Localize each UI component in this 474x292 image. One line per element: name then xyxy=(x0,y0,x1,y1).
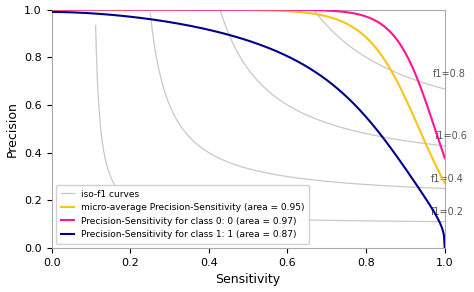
Precision-Sensitivity for class 0: 0 (area = 0.97): (0.595, 0.999): 0 (area = 0.97): (0.595, 0.999) xyxy=(283,8,289,11)
X-axis label: Sensitivity: Sensitivity xyxy=(216,273,281,286)
micro-average Precision-Sensitivity (area = 0.95) xyxy=(442,181,447,185)
Line: Precision-Sensitivity for class 1: 1 (area = 0.87): Precision-Sensitivity for class 1: 1 (ar… xyxy=(52,12,445,248)
Precision-Sensitivity for class 1: 1 (area = 0.87): (0, 0.99): 1 (area = 0.87): (0, 0.99) xyxy=(49,10,55,14)
Text: f1=0.4: f1=0.4 xyxy=(431,174,464,184)
Precision-Sensitivity for class 0: 0 (area = 0.97): (1, 0.378): 0 (area = 0.97): (1, 0.378) xyxy=(442,156,447,160)
micro-average Precision-Sensitivity (area = 0.95) xyxy=(238,8,244,12)
micro-average Precision-Sensitivity (area = 0.95) xyxy=(262,8,267,12)
Text: f1=0.6: f1=0.6 xyxy=(435,131,468,141)
Precision-Sensitivity for class 0: 0 (area = 0.97): (0.541, 1): 0 (area = 0.97): (0.541, 1) xyxy=(262,8,267,11)
Precision-Sensitivity for class 0: 0 (area = 0.97): (0.481, 1): 0 (area = 0.97): (0.481, 1) xyxy=(238,8,244,11)
Precision-Sensitivity for class 1: 1 (area = 0.87): (0.976, 0.143): 1 (area = 0.87): (0.976, 0.143) xyxy=(432,212,438,216)
Precision-Sensitivity for class 0: 0 (area = 0.97): (0.82, 0.957): 0 (area = 0.97): (0.82, 0.957) xyxy=(371,18,377,22)
Precision-Sensitivity for class 0: 0 (area = 0.97): (0, 1): 0 (area = 0.97): (0, 1) xyxy=(49,8,55,11)
Text: f1=0.8: f1=0.8 xyxy=(433,69,466,79)
Y-axis label: Precision: Precision xyxy=(6,101,18,157)
Legend: iso-f1 curves, micro-average Precision-Sensitivity (area = 0.95), Precision-Sens: iso-f1 curves, micro-average Precision-S… xyxy=(56,185,310,244)
micro-average Precision-Sensitivity (area = 0.95) xyxy=(432,163,438,166)
Precision-Sensitivity for class 0: 0 (area = 0.97): (0.475, 1): 0 (area = 0.97): (0.475, 1) xyxy=(236,8,241,11)
Precision-Sensitivity for class 1: 1 (area = 0.87): (0.82, 0.511): 1 (area = 0.87): (0.82, 0.511) xyxy=(371,124,377,128)
micro-average Precision-Sensitivity (area = 0.95) xyxy=(371,44,377,47)
Precision-Sensitivity for class 0: 0 (area = 0.97): (0.976, 0.495): 0 (area = 0.97): (0.976, 0.495) xyxy=(432,128,438,132)
Precision-Sensitivity for class 1: 1 (area = 0.87): (0.475, 0.883): 1 (area = 0.87): (0.475, 0.883) xyxy=(236,36,241,39)
micro-average Precision-Sensitivity (area = 0.95) xyxy=(283,9,289,13)
micro-average Precision-Sensitivity (area = 0.95) xyxy=(236,8,241,12)
Precision-Sensitivity for class 1: 1 (area = 0.87): (0.595, 0.808): 1 (area = 0.87): (0.595, 0.808) xyxy=(283,54,289,57)
Precision-Sensitivity for class 1: 1 (area = 0.87): (1, 0): 1 (area = 0.87): (1, 0) xyxy=(442,246,447,250)
Line: micro-average Precision-Sensitivity (area = 0.95): micro-average Precision-Sensitivity (are… xyxy=(52,10,445,183)
Line: Precision-Sensitivity for class 0: 0 (area = 0.97): Precision-Sensitivity for class 0: 0 (ar… xyxy=(52,10,445,158)
micro-average Precision-Sensitivity (area = 0.95) xyxy=(49,8,55,11)
Text: f1=0.2: f1=0.2 xyxy=(431,207,464,217)
Precision-Sensitivity for class 1: 1 (area = 0.87): (0.541, 0.846): 1 (area = 0.87): (0.541, 0.846) xyxy=(262,45,267,48)
Precision-Sensitivity for class 1: 1 (area = 0.87): (0.481, 0.88): 1 (area = 0.87): (0.481, 0.88) xyxy=(238,36,244,40)
